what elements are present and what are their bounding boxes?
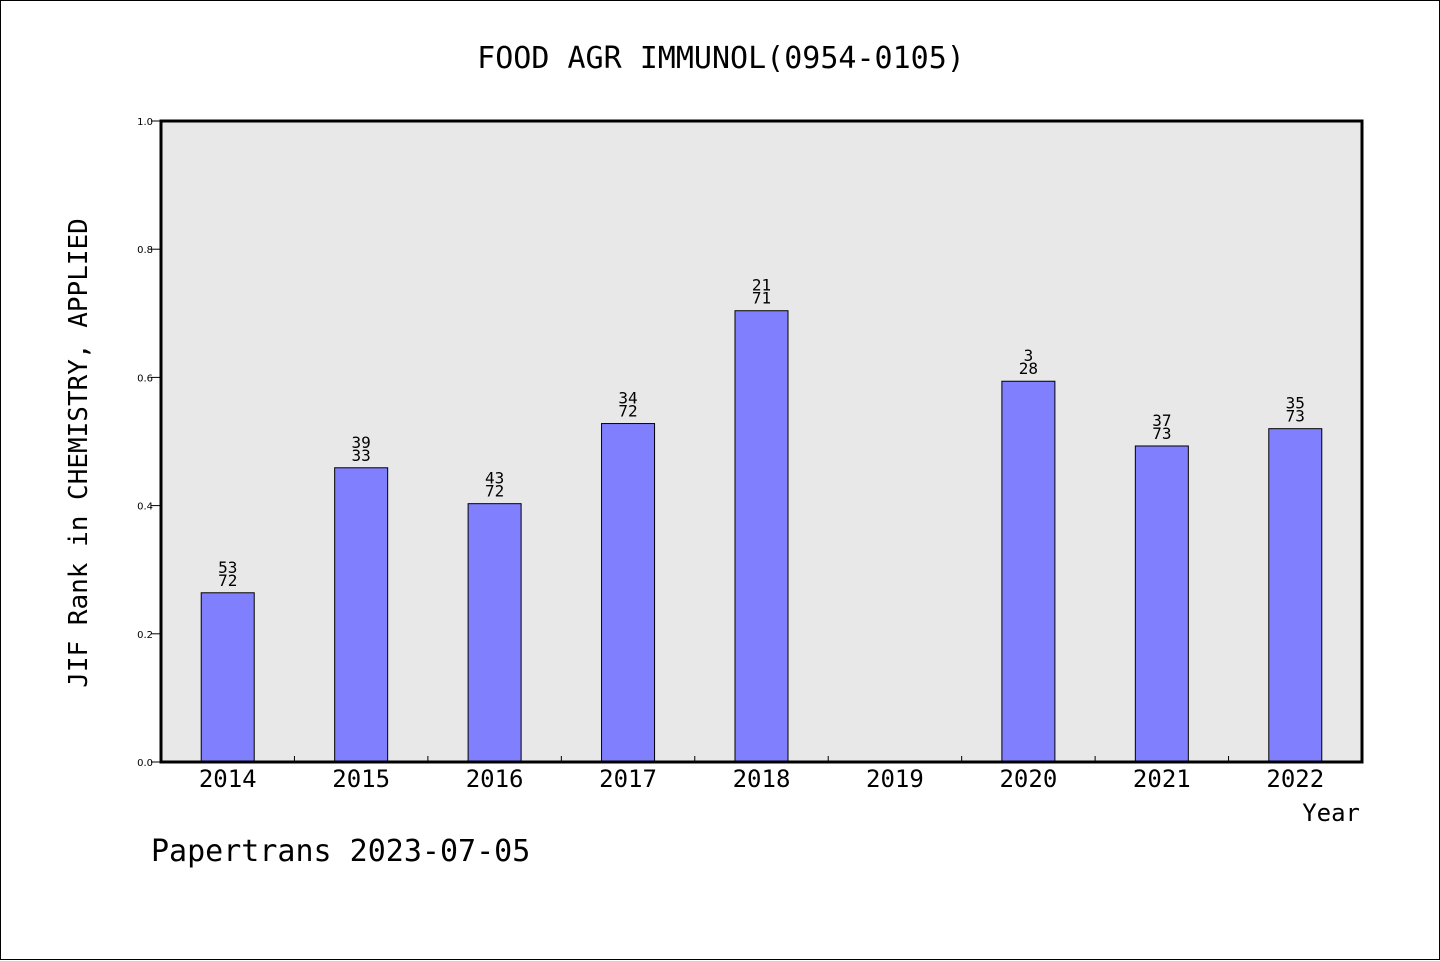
chart-title: FOOD AGR IMMUNOL(0954-0105) bbox=[477, 41, 965, 76]
bar-label-numerator: 21 bbox=[752, 276, 771, 295]
y-axis-label: JIF Rank in CHEMISTRY, APPLIED bbox=[64, 218, 94, 688]
x-tick-label: 2014 bbox=[199, 765, 257, 793]
y-axis-ticks: 0.0 0.2 0.4 0.6 0.8 1.0 bbox=[137, 117, 161, 769]
y-tick-label: 0.6 bbox=[137, 373, 153, 384]
bar-label-numerator: 53 bbox=[218, 558, 237, 577]
bar-label-denominator: 73 bbox=[1152, 424, 1171, 443]
bar-label-denominator: 73 bbox=[1286, 407, 1305, 426]
y-tick-label: 0.0 bbox=[137, 758, 153, 769]
bar-label-numerator: 37 bbox=[1152, 411, 1171, 430]
bar bbox=[467, 503, 522, 763]
y-tick-label: 0.4 bbox=[137, 502, 153, 513]
bar-label-denominator: 33 bbox=[352, 446, 371, 465]
bar-label-numerator: 39 bbox=[352, 433, 371, 452]
bar-label-denominator: 72 bbox=[618, 402, 637, 421]
x-tick-label: 2022 bbox=[1266, 765, 1324, 793]
bar bbox=[1268, 428, 1323, 763]
x-tick-label: 2016 bbox=[466, 765, 524, 793]
x-tick-label: 2020 bbox=[999, 765, 1057, 793]
bar bbox=[1134, 445, 1189, 763]
x-axis-label: Year bbox=[1302, 799, 1360, 827]
bar-label-numerator: 35 bbox=[1286, 394, 1305, 413]
bar-label-denominator: 72 bbox=[485, 482, 504, 501]
y-tick-label: 0.8 bbox=[137, 245, 153, 256]
bar-label-numerator: 43 bbox=[485, 469, 504, 488]
x-tick-label: 2017 bbox=[599, 765, 657, 793]
bar-label-denominator: 71 bbox=[752, 289, 771, 308]
bar bbox=[334, 467, 389, 763]
bar bbox=[200, 592, 255, 763]
x-axis-ticks: 2014 2015 2016 2017 2018 2019 2020 2021 2022 bbox=[199, 756, 1324, 793]
plot-border bbox=[159, 119, 1364, 764]
x-tick-label: 2021 bbox=[1133, 765, 1191, 793]
x-tick-label: 2019 bbox=[866, 765, 924, 793]
bar-label-numerator: 34 bbox=[618, 389, 637, 408]
footer-credit: Papertrans 2023-07-05 bbox=[151, 834, 531, 869]
bar-label-denominator: 28 bbox=[1019, 359, 1038, 378]
bar bbox=[601, 423, 656, 763]
bar bbox=[1001, 380, 1056, 763]
x-tick-label: 2018 bbox=[733, 765, 791, 793]
y-tick-label: 0.2 bbox=[137, 630, 153, 641]
bar-label-numerator: 3 bbox=[1024, 346, 1034, 365]
bar bbox=[734, 310, 789, 763]
y-tick-label: 1.0 bbox=[137, 117, 153, 128]
bar-series bbox=[200, 310, 1323, 763]
x-tick-label: 2015 bbox=[332, 765, 390, 793]
bar-label-denominator: 72 bbox=[218, 571, 237, 590]
